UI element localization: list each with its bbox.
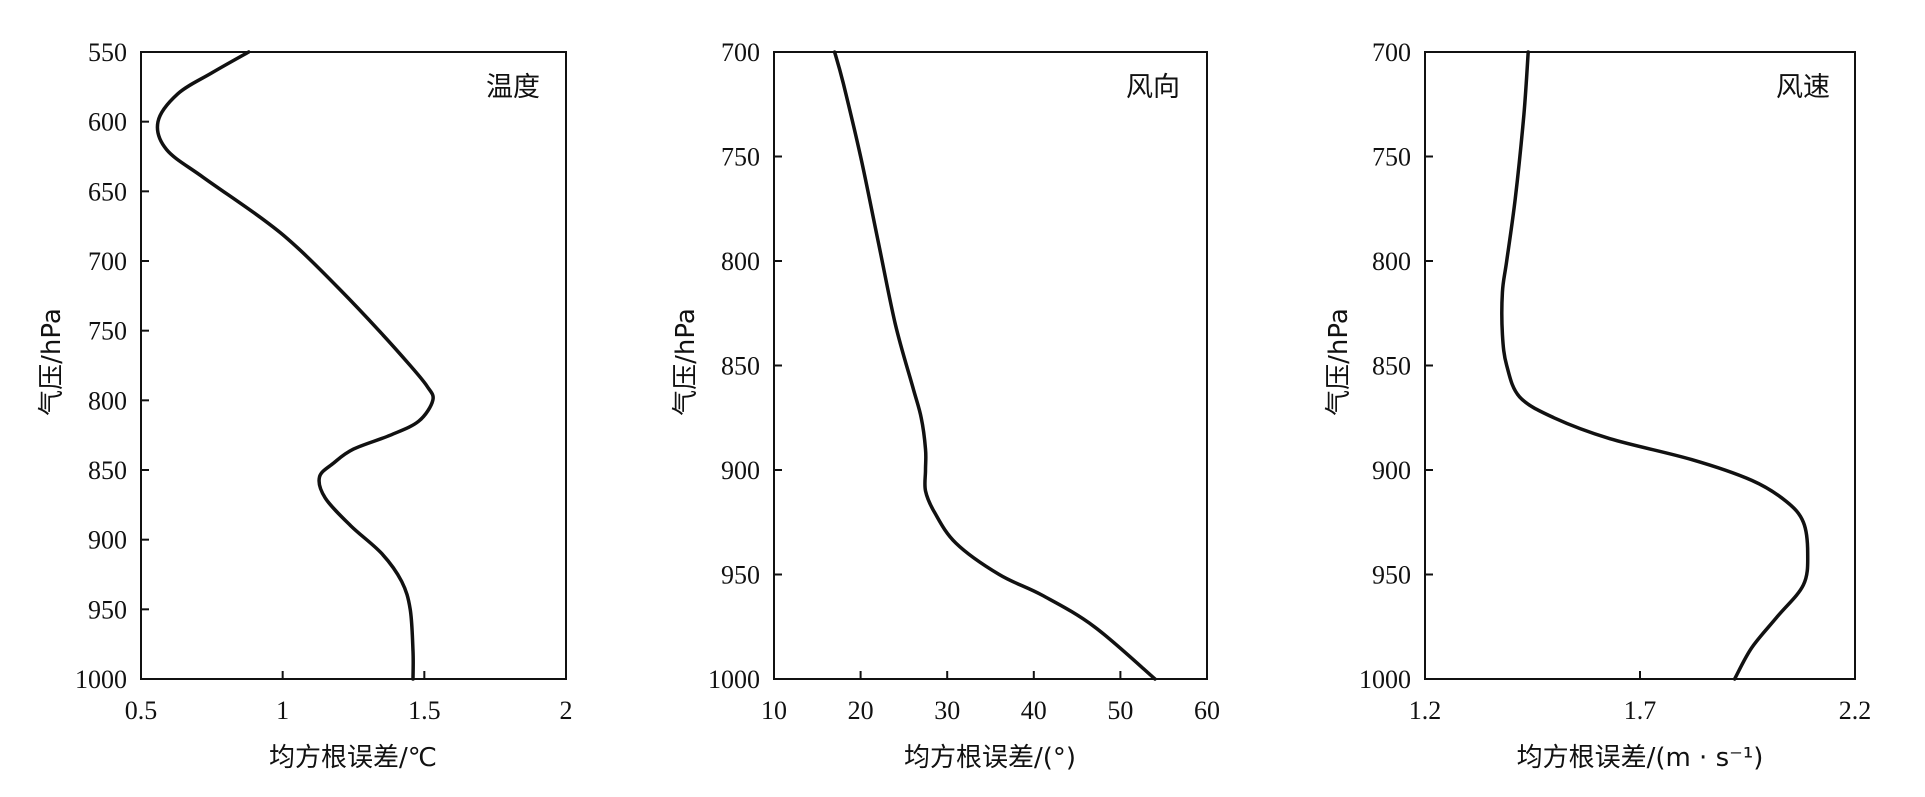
y-ticks: 700 750 800 850 900 950 1000 xyxy=(1359,38,1433,694)
y-ticks: 700 750 800 850 900 950 1000 xyxy=(708,38,782,694)
panel-title: 风速 xyxy=(1776,72,1830,103)
panel-wind-direction: 10 20 30 40 50 60 700 750 800 850 900 950 1000 风向 均… xyxy=(671,38,1220,773)
plot-frame xyxy=(140,51,567,680)
wind-direction-series-line xyxy=(832,50,1157,681)
x-tick-label: 50 xyxy=(1107,696,1133,725)
x-tick-label: 2 xyxy=(560,696,573,725)
x-tick-label: 1.2 xyxy=(1409,696,1442,725)
y-axis-title: 气压/hPa xyxy=(671,308,701,416)
y-tick-label: 650 xyxy=(88,177,127,206)
y-tick-label: 950 xyxy=(1372,561,1411,590)
y-tick-label: 700 xyxy=(1372,38,1411,67)
y-tick-label: 550 xyxy=(88,38,127,67)
x-tick-label: 30 xyxy=(934,696,960,725)
y-tick-label: 750 xyxy=(88,317,127,346)
y-tick-label: 850 xyxy=(1372,352,1411,381)
y-tick-label: 950 xyxy=(721,561,760,590)
y-tick-label: 800 xyxy=(721,247,760,276)
x-ticks: 0.5 1 1.5 2 xyxy=(125,671,573,725)
x-tick-label: 2.2 xyxy=(1839,696,1872,725)
x-ticks: 1.2 1.7 2.2 xyxy=(1409,671,1872,725)
y-tick-label: 900 xyxy=(721,456,760,485)
y-axis-title: 气压/hPa xyxy=(1324,308,1354,416)
plot-frame xyxy=(773,51,1208,680)
x-axis-title: 均方根误差/℃ xyxy=(269,743,437,773)
y-tick-label: 1000 xyxy=(75,665,127,694)
x-axis-title: 均方根误差/(m · s⁻¹) xyxy=(1517,743,1764,773)
x-tick-label: 1 xyxy=(276,696,289,725)
x-ticks: 10 20 30 40 50 60 xyxy=(761,671,1220,725)
x-tick-label: 20 xyxy=(848,696,874,725)
wind-speed-series-line xyxy=(1500,50,1810,681)
x-tick-label: 10 xyxy=(761,696,787,725)
panel-title: 温度 xyxy=(486,72,540,103)
panel-temperature: 0.5 1 1.5 2 550 600 650 700 750 800 850 900 950 1000… xyxy=(37,38,573,773)
y-tick-label: 900 xyxy=(1372,456,1411,485)
y-tick-label: 750 xyxy=(721,143,760,172)
y-axis-title: 气压/hPa xyxy=(37,308,67,416)
y-tick-label: 800 xyxy=(88,386,127,415)
panel-wind-speed: 1.2 1.7 2.2 700 750 800 850 900 950 1000 风速 均方根误… xyxy=(1324,38,1871,773)
y-tick-label: 950 xyxy=(88,595,127,624)
y-tick-label: 900 xyxy=(88,526,127,555)
y-tick-label: 750 xyxy=(1372,143,1411,172)
temperature-series-line xyxy=(155,50,435,681)
y-tick-label: 800 xyxy=(1372,247,1411,276)
x-tick-label: 1.5 xyxy=(408,696,441,725)
y-tick-label: 850 xyxy=(88,456,127,485)
x-tick-label: 0.5 xyxy=(125,696,158,725)
y-ticks: 550 600 650 700 750 800 850 900 950 1000 xyxy=(75,38,149,694)
plot-frame xyxy=(1424,51,1856,680)
x-tick-label: 1.7 xyxy=(1624,696,1657,725)
y-tick-label: 700 xyxy=(88,247,127,276)
x-tick-label: 40 xyxy=(1021,696,1047,725)
y-tick-label: 1000 xyxy=(708,665,760,694)
y-tick-label: 700 xyxy=(721,38,760,67)
y-tick-label: 1000 xyxy=(1359,665,1411,694)
y-tick-label: 850 xyxy=(721,352,760,381)
panel-title: 风向 xyxy=(1126,72,1180,103)
x-tick-label: 60 xyxy=(1194,696,1220,725)
x-axis-title: 均方根误差/(°) xyxy=(904,743,1076,773)
y-tick-label: 600 xyxy=(88,108,127,137)
